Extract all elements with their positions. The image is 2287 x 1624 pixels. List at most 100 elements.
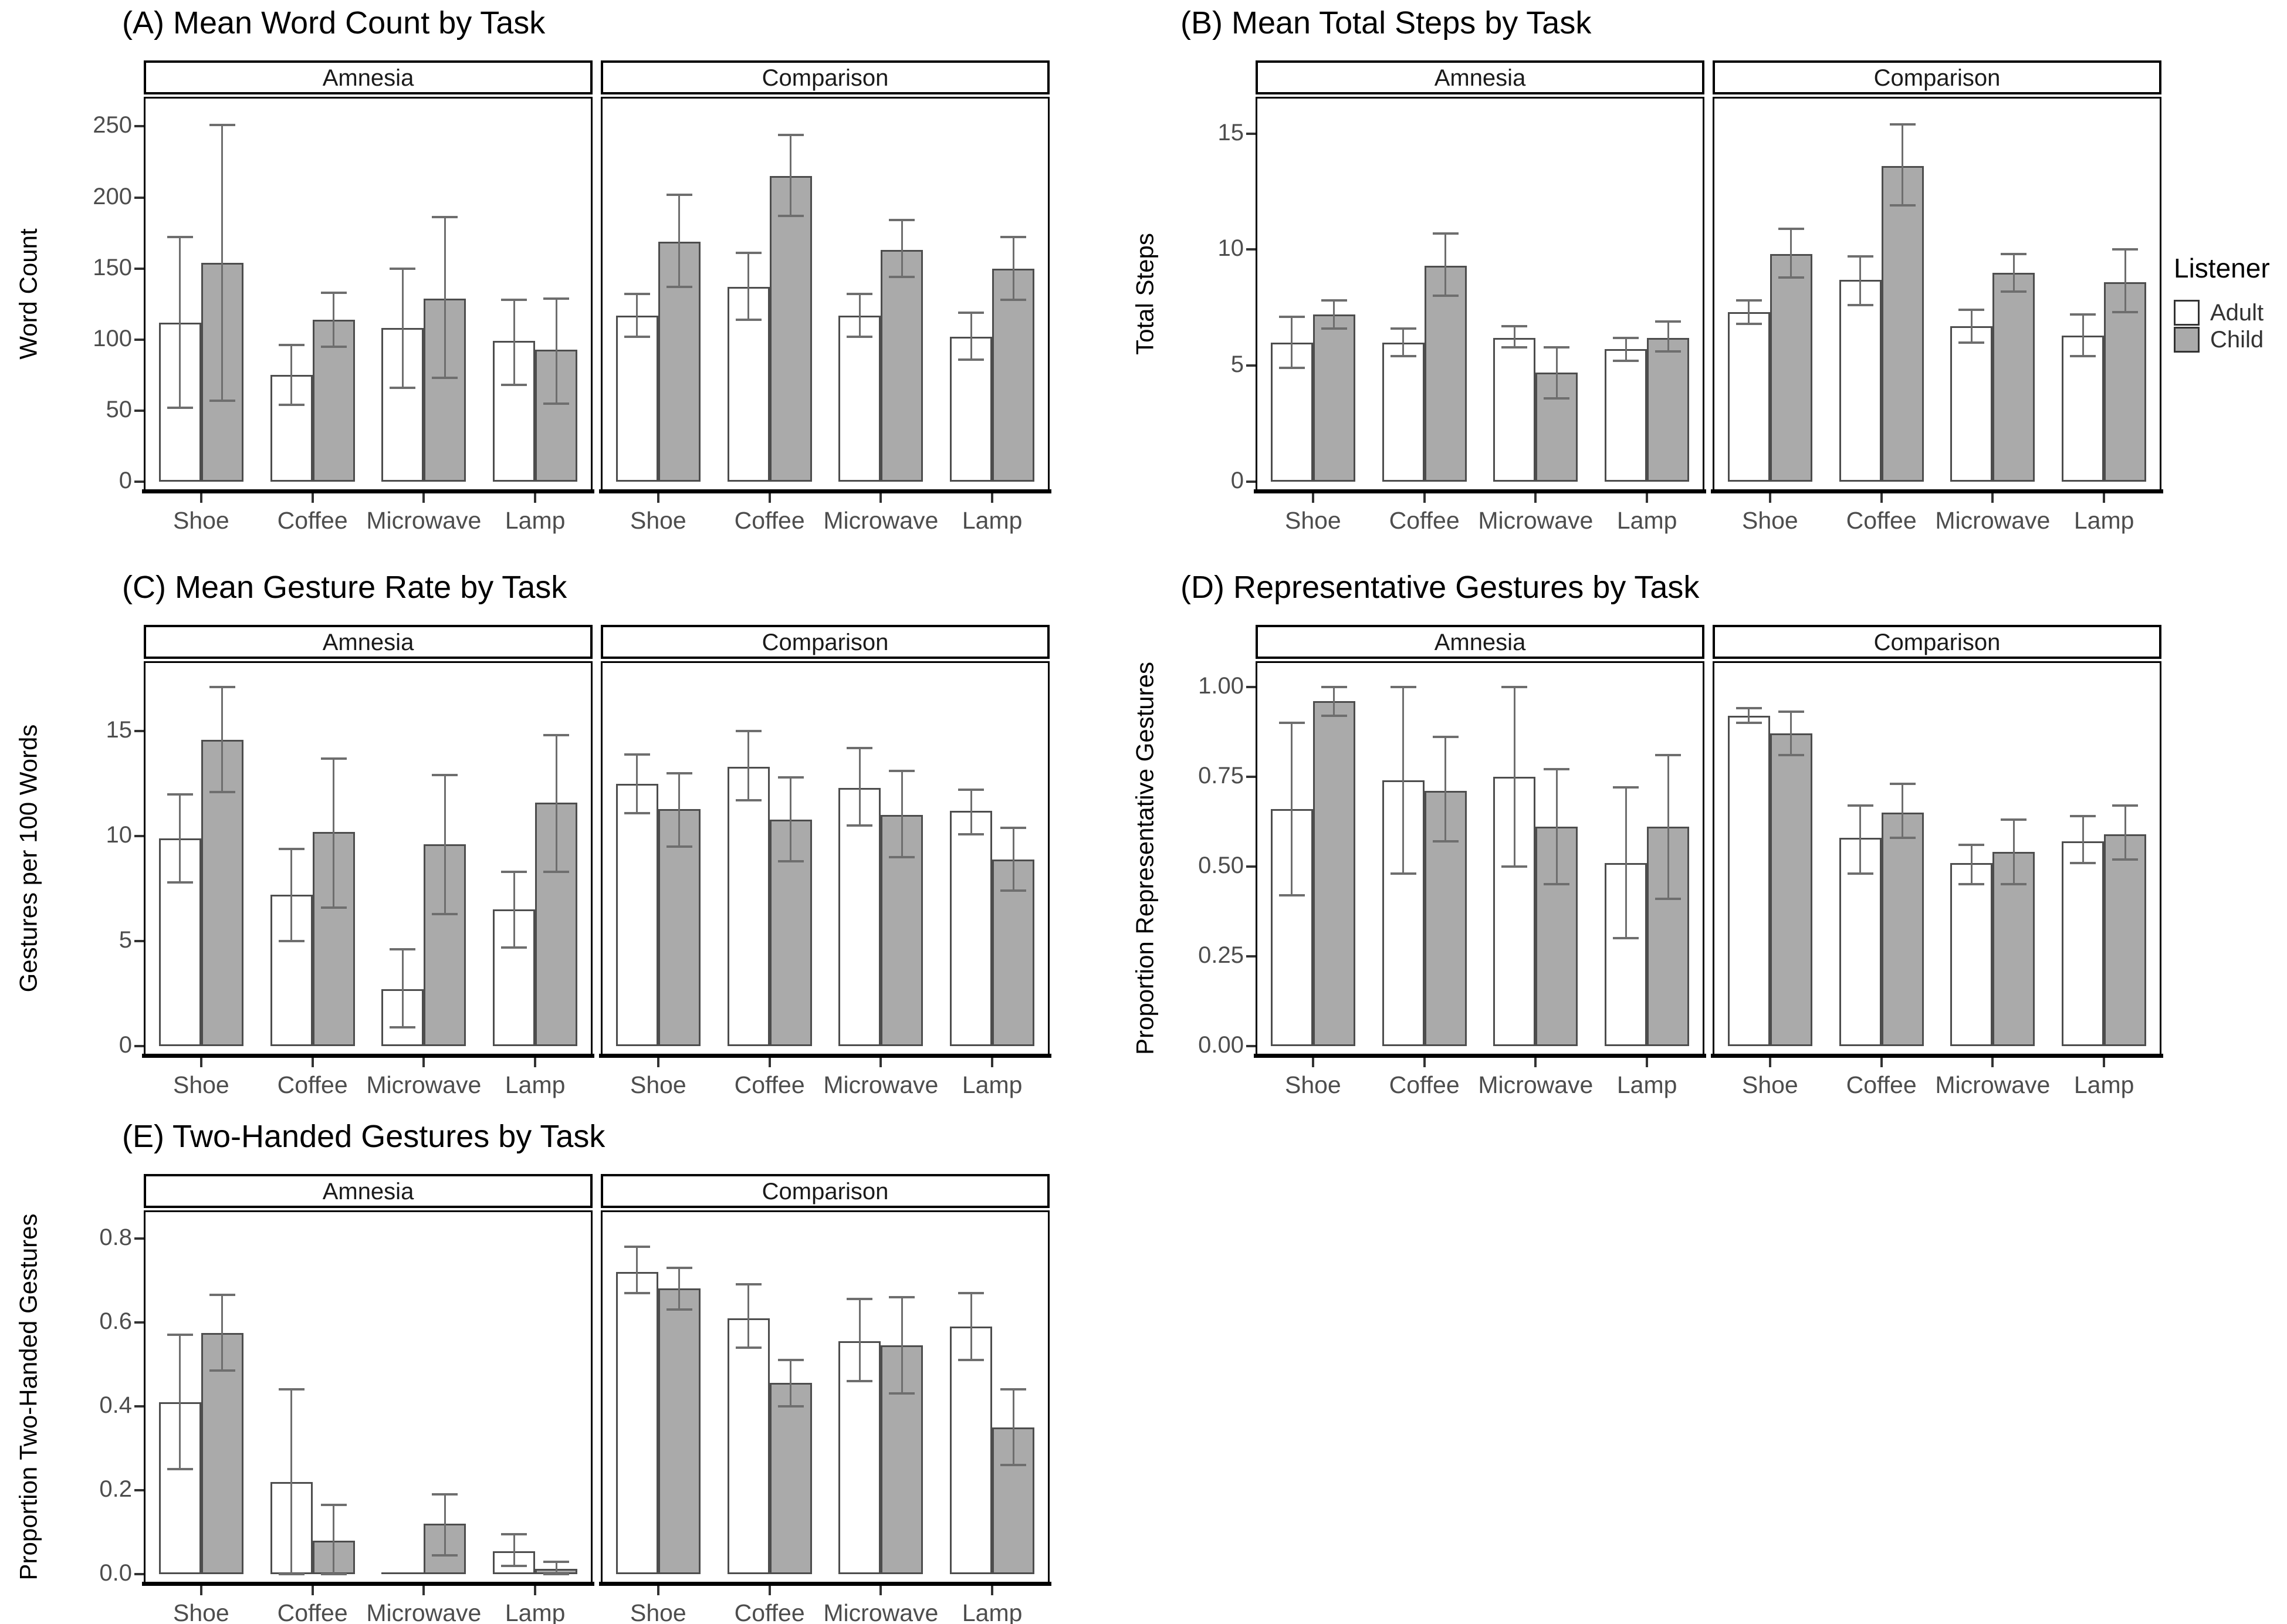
error-bar-line: [2124, 805, 2126, 860]
x-tick-mark: [768, 1058, 771, 1067]
error-bar-cap-bottom: [735, 318, 762, 321]
x-axis-line: [599, 1054, 1051, 1058]
error-bar-cap-top: [1778, 227, 1804, 230]
bar-adult: [838, 315, 881, 482]
y-tick-mark: [134, 125, 144, 128]
error-bar-cap-top: [2112, 248, 2139, 251]
x-tick-label: Coffee: [734, 1599, 805, 1624]
y-tick-label: 150: [93, 254, 132, 280]
x-tick-mark: [311, 1586, 314, 1595]
x-tick-label: Shoe: [1284, 507, 1341, 534]
error-bar-line: [1444, 737, 1447, 841]
x-tick-label: Shoe: [172, 1599, 229, 1624]
bar-adult: [1839, 279, 1882, 482]
error-bar-cap-bottom: [320, 1573, 347, 1575]
facet-strip: Amnesia: [144, 625, 593, 659]
x-axis-line: [142, 1054, 594, 1058]
x-tick-label: Coffee: [277, 1599, 348, 1624]
error-bar-cap-top: [1958, 309, 1985, 312]
error-bar-cap-top: [278, 1388, 305, 1391]
error-bar-line: [636, 1246, 638, 1293]
error-bar-cap-bottom: [543, 1573, 570, 1575]
error-bar-cap-bottom: [624, 335, 650, 338]
error-bar-cap-bottom: [432, 377, 458, 380]
error-bar-cap-bottom: [735, 799, 762, 802]
error-bar-cap-top: [1735, 299, 1762, 302]
y-tick-mark: [1246, 955, 1256, 958]
x-tick-mark: [1534, 1058, 1537, 1067]
x-tick-mark: [1768, 1058, 1771, 1067]
x-tick-label: Coffee: [1389, 1071, 1460, 1098]
x-tick-label: Coffee: [277, 507, 348, 534]
error-bar-cap-bottom: [1000, 889, 1027, 892]
error-bar-cap-bottom: [847, 824, 873, 827]
x-tick-label: Lamp: [505, 507, 566, 534]
bar-adult: [615, 783, 658, 1046]
bar-adult: [727, 1318, 770, 1574]
error-bar-cap-top: [167, 1334, 193, 1337]
x-tick-mark: [199, 493, 202, 503]
error-bar-cap-top: [958, 789, 985, 791]
x-tick-label: Lamp: [962, 507, 1023, 534]
bar-child: [769, 1383, 812, 1574]
error-bar-cap-bottom: [889, 855, 915, 858]
error-bar-cap-top: [1000, 826, 1027, 829]
y-tick-label: 0.50: [1198, 852, 1244, 878]
y-tick-label: 10: [106, 822, 133, 848]
x-tick-label: Lamp: [1616, 1071, 1677, 1098]
error-bar-cap-bottom: [278, 1573, 305, 1575]
error-bar-cap-top: [1278, 721, 1305, 724]
bar-adult: [1950, 862, 1993, 1046]
bar-child: [1881, 812, 1924, 1046]
x-tick-mark: [199, 1586, 202, 1595]
y-tick-label: 0: [119, 1032, 132, 1058]
y-tick-label: 0.0: [99, 1560, 132, 1586]
y-tick-label: 0.25: [1198, 942, 1244, 968]
error-bar-cap-top: [320, 757, 347, 760]
bar-adult-zero: [381, 1572, 424, 1574]
error-bar-cap-top: [735, 252, 762, 255]
facet-strip-label: Amnesia: [322, 65, 414, 91]
error-bar-cap-top: [1390, 685, 1416, 688]
bar-child: [658, 1288, 701, 1574]
x-tick-label: Lamp: [2073, 1071, 2134, 1098]
y-tick-label: 0.00: [1198, 1032, 1244, 1058]
error-bar-cap-top: [1501, 685, 1528, 688]
x-tick-label: Microwave: [1935, 1071, 2051, 1098]
x-tick-mark: [879, 1586, 882, 1595]
y-tick-mark: [134, 1573, 144, 1575]
error-bar-line: [747, 253, 750, 320]
error-bar-cap-top: [2001, 253, 2027, 256]
error-bar-cap-bottom: [1847, 304, 1873, 307]
error-bar-cap-top: [1321, 299, 1347, 302]
facet-strip-label: Comparison: [1873, 630, 2001, 655]
error-bar-line: [1555, 347, 1558, 398]
x-tick-label: Coffee: [277, 1071, 348, 1098]
error-bar-line: [1859, 256, 1862, 306]
error-bar-cap-bottom: [666, 286, 692, 289]
x-tick-mark: [1880, 1058, 1883, 1067]
x-tick-mark: [657, 1058, 659, 1067]
error-bar-line: [790, 1360, 792, 1406]
x-tick-label: Lamp: [2073, 507, 2134, 534]
error-bar-line: [678, 773, 681, 847]
panel-b-title: (B) Mean Total Steps by Task: [1180, 5, 1592, 40]
y-tick-label: 0: [119, 468, 132, 493]
error-bar-cap-bottom: [1321, 714, 1347, 717]
error-bar-cap-top: [209, 124, 235, 127]
x-tick-mark: [1880, 493, 1883, 503]
error-bar-cap-bottom: [2070, 355, 2096, 358]
error-bar-line: [333, 292, 335, 347]
error-bar-line: [901, 1297, 903, 1394]
error-bar-cap-bottom: [958, 833, 985, 835]
x-tick-label: Shoe: [1741, 507, 1798, 534]
error-bar-cap-top: [1390, 327, 1416, 330]
error-bar-cap-bottom: [847, 335, 873, 338]
error-bar-line: [970, 312, 972, 360]
y-tick-label: 10: [1217, 235, 1244, 262]
panel-a-y-axis-title: Word Count: [14, 228, 42, 360]
bar-child: [1312, 701, 1355, 1046]
legend-label-child: Child: [2210, 327, 2264, 353]
error-bar-cap-bottom: [167, 1468, 193, 1471]
bar-child: [1770, 733, 1812, 1046]
